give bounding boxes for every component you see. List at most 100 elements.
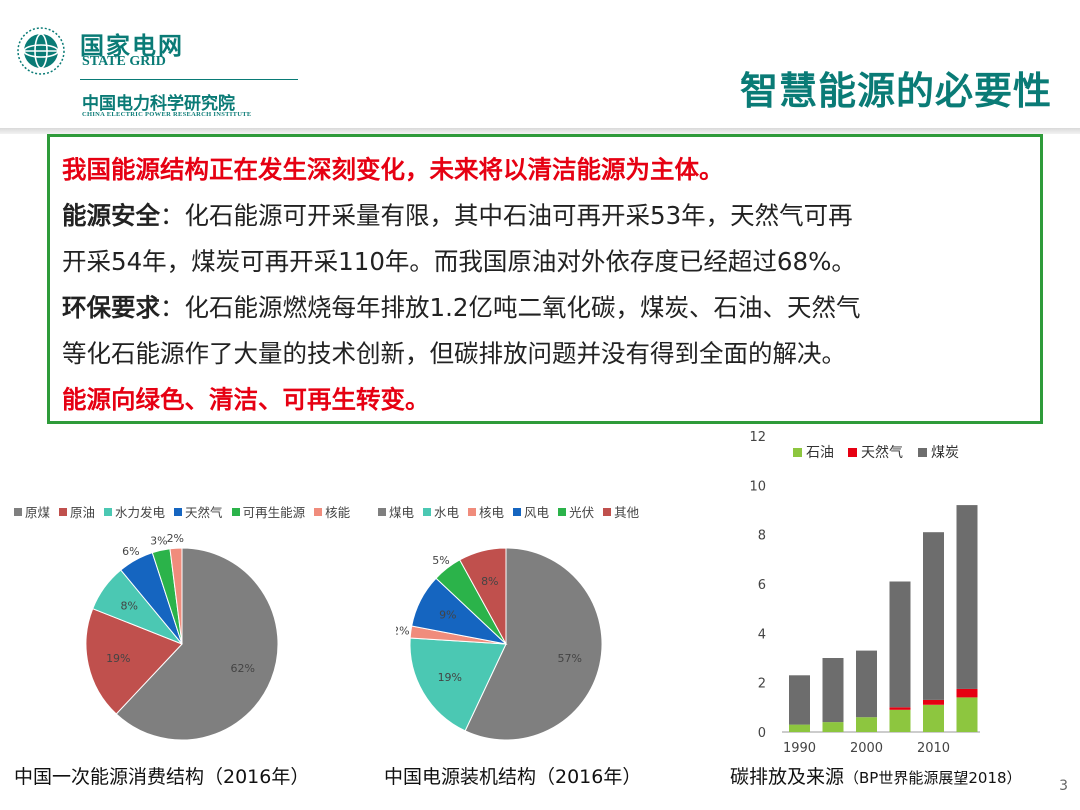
pie-slice: [169, 547, 183, 645]
energy-consumption-legend: 原煤 原油 水力发电 天然气 可再生能源 核能: [14, 502, 350, 521]
environment-text-2: 等化石能源作了大量的技术创新，但碳排放问题并没有得到全面的解决。: [62, 339, 846, 368]
energy-consumption-pie-chart: 62% 19% 8% 6% 3%2%: [85, 534, 279, 741]
legend-swatch: [59, 507, 68, 516]
y-tick-label: 0: [758, 726, 766, 741]
pie-data-label: 57%: [557, 652, 581, 665]
logo-chinese: 国家电网: [80, 32, 184, 60]
legend-item: 核电: [468, 502, 504, 521]
headline-statement: 我国能源结构正在发生深刻变化，未来将以清洁能源为主体。: [62, 155, 724, 184]
bar-segment: [889, 709, 911, 732]
legend-swatch: [104, 507, 113, 516]
x-tick-label: 2010: [917, 741, 950, 756]
legend-label: 石油: [806, 445, 834, 461]
legend-swatch: [603, 507, 612, 516]
power-capacity-legend: 煤电 水电 核电 风电 光伏 其他: [378, 502, 639, 521]
legend-item: 煤电: [378, 502, 414, 521]
legend-item: 原煤: [14, 502, 50, 521]
bar-segment: [889, 707, 911, 710]
institute-english: CHINA ELECTRIC POWER RESEARCH INSTITUTE: [82, 111, 252, 118]
legend-label: 风电: [524, 505, 550, 520]
legend-swatch: [793, 448, 802, 457]
legend-swatch: [314, 507, 323, 516]
logo-english: STATE GRID: [82, 54, 166, 69]
environment-line-1: 环保要求：化石能源燃烧每年排放1.2亿吨二氧化碳，煤炭、石油、天然气: [62, 285, 1028, 331]
legend-item: 核能: [314, 502, 350, 521]
pie-data-label: 19%: [106, 652, 130, 665]
environment-label: 环保要求: [62, 293, 160, 322]
legend-item: 可再生能源: [231, 502, 305, 521]
bar-segment: [856, 650, 877, 718]
legend-label: 原油: [70, 505, 96, 520]
conclusion-statement: 能源向绿色、清洁、可再生转变。: [62, 385, 430, 414]
carbon-emission-bar-chart: 0 2 4 6 8 10 12 1990 2000 2010 石油 天然气 煤炭: [749, 430, 980, 756]
legend-item: 原油: [59, 502, 95, 521]
legend-label: 煤电: [389, 505, 415, 520]
pie-slice: [464, 547, 603, 741]
legend-swatch: [174, 507, 183, 516]
legend-label: 天然气: [185, 505, 223, 520]
y-tick-label: 2: [758, 677, 766, 692]
legend-item: 天然气: [174, 502, 223, 521]
pie-data-label: 5%: [432, 554, 449, 567]
security-line-1: 能源安全：化石能源可开采量有限，其中石油可再开采53年，天然气可再: [62, 193, 1028, 239]
bar-segment: [923, 532, 944, 700]
legend-label: 原煤: [25, 505, 51, 520]
bar-segment: [889, 581, 911, 708]
carbon-emission-caption: 碳排放及来源（BP世界能源展望2018）: [730, 762, 1022, 789]
legend-swatch: [468, 507, 477, 516]
legend-label: 水电: [434, 505, 460, 520]
power-capacity-caption: 中国电源装机结构（2016年）: [384, 766, 642, 788]
pie-data-label: 2%: [396, 625, 410, 638]
bar-segment: [822, 722, 844, 732]
y-tick-label: 8: [758, 529, 766, 544]
legend-item: 风电: [513, 502, 549, 521]
pie-data-label: 3%: [150, 535, 167, 548]
y-tick-label: 6: [758, 578, 766, 593]
pie-data-label: 62%: [230, 662, 254, 675]
security-text-2: 开采54年，煤炭可再开采110年。而我国原油对外依存度已经超过68%。: [62, 247, 856, 276]
pie-data-label: 19%: [438, 671, 462, 684]
pie-data-label: 6%: [122, 545, 139, 558]
carbon-emission-caption-source: （BP世界能源展望2018）: [844, 769, 1022, 787]
page-number: 3: [1059, 778, 1068, 794]
logo-divider: [80, 79, 298, 80]
environment-text-1: ：化石能源燃烧每年排放1.2亿吨二氧化碳，煤炭、石油、天然气: [160, 293, 861, 322]
pie-data-label: 9%: [439, 608, 456, 621]
bar-segment: [789, 675, 810, 725]
legend-label: 水力发电: [115, 505, 166, 520]
legend-label: 核电: [479, 505, 505, 520]
legend-label: 核能: [325, 505, 351, 520]
x-tick-label: 2000: [850, 741, 883, 756]
legend-swatch: [918, 448, 927, 457]
bar-segment: [956, 505, 978, 689]
bar-segment: [956, 697, 978, 732]
security-text-1: ：化石能源可开采量有限，其中石油可再开采53年，天然气可再: [160, 201, 853, 230]
slide-title: 智慧能源的必要性: [739, 69, 1052, 113]
legend-swatch: [513, 507, 522, 516]
key-points-box: 我国能源结构正在发生深刻变化，未来将以清洁能源为主体。 能源安全：化石能源可开采…: [47, 134, 1043, 424]
legend-label: 天然气: [861, 444, 903, 461]
legend-item: 水力发电: [104, 502, 165, 521]
legend-swatch: [14, 507, 22, 516]
legend-item: 光伏: [558, 502, 594, 521]
institute-chinese: 中国电力科学研究院: [82, 94, 235, 114]
legend-swatch: [423, 507, 432, 516]
bar-segment: [956, 688, 978, 698]
state-grid-logo-icon: [17, 27, 65, 75]
carbon-emission-caption-title: 碳排放及来源: [730, 766, 845, 788]
legend-swatch: [558, 507, 567, 516]
pie-data-label: 8%: [481, 575, 498, 588]
legend-label: 光伏: [569, 505, 595, 520]
y-tick-label: 12: [749, 430, 766, 445]
energy-consumption-caption: 中国一次能源消费结构（2016年）: [14, 766, 310, 788]
power-capacity-pie-chart: 57% 19% 2% 9% 5% 8%: [396, 547, 603, 741]
bar-segment: [923, 704, 944, 732]
bar-segment: [923, 699, 944, 705]
header-band: [0, 128, 1080, 134]
pie-data-label: 2%: [167, 534, 184, 545]
security-label: 能源安全: [62, 201, 160, 230]
x-tick-label: 1990: [783, 741, 816, 756]
legend-label: 其他: [614, 505, 640, 520]
pie-slice: [115, 547, 279, 741]
pie-slice: [459, 547, 507, 645]
